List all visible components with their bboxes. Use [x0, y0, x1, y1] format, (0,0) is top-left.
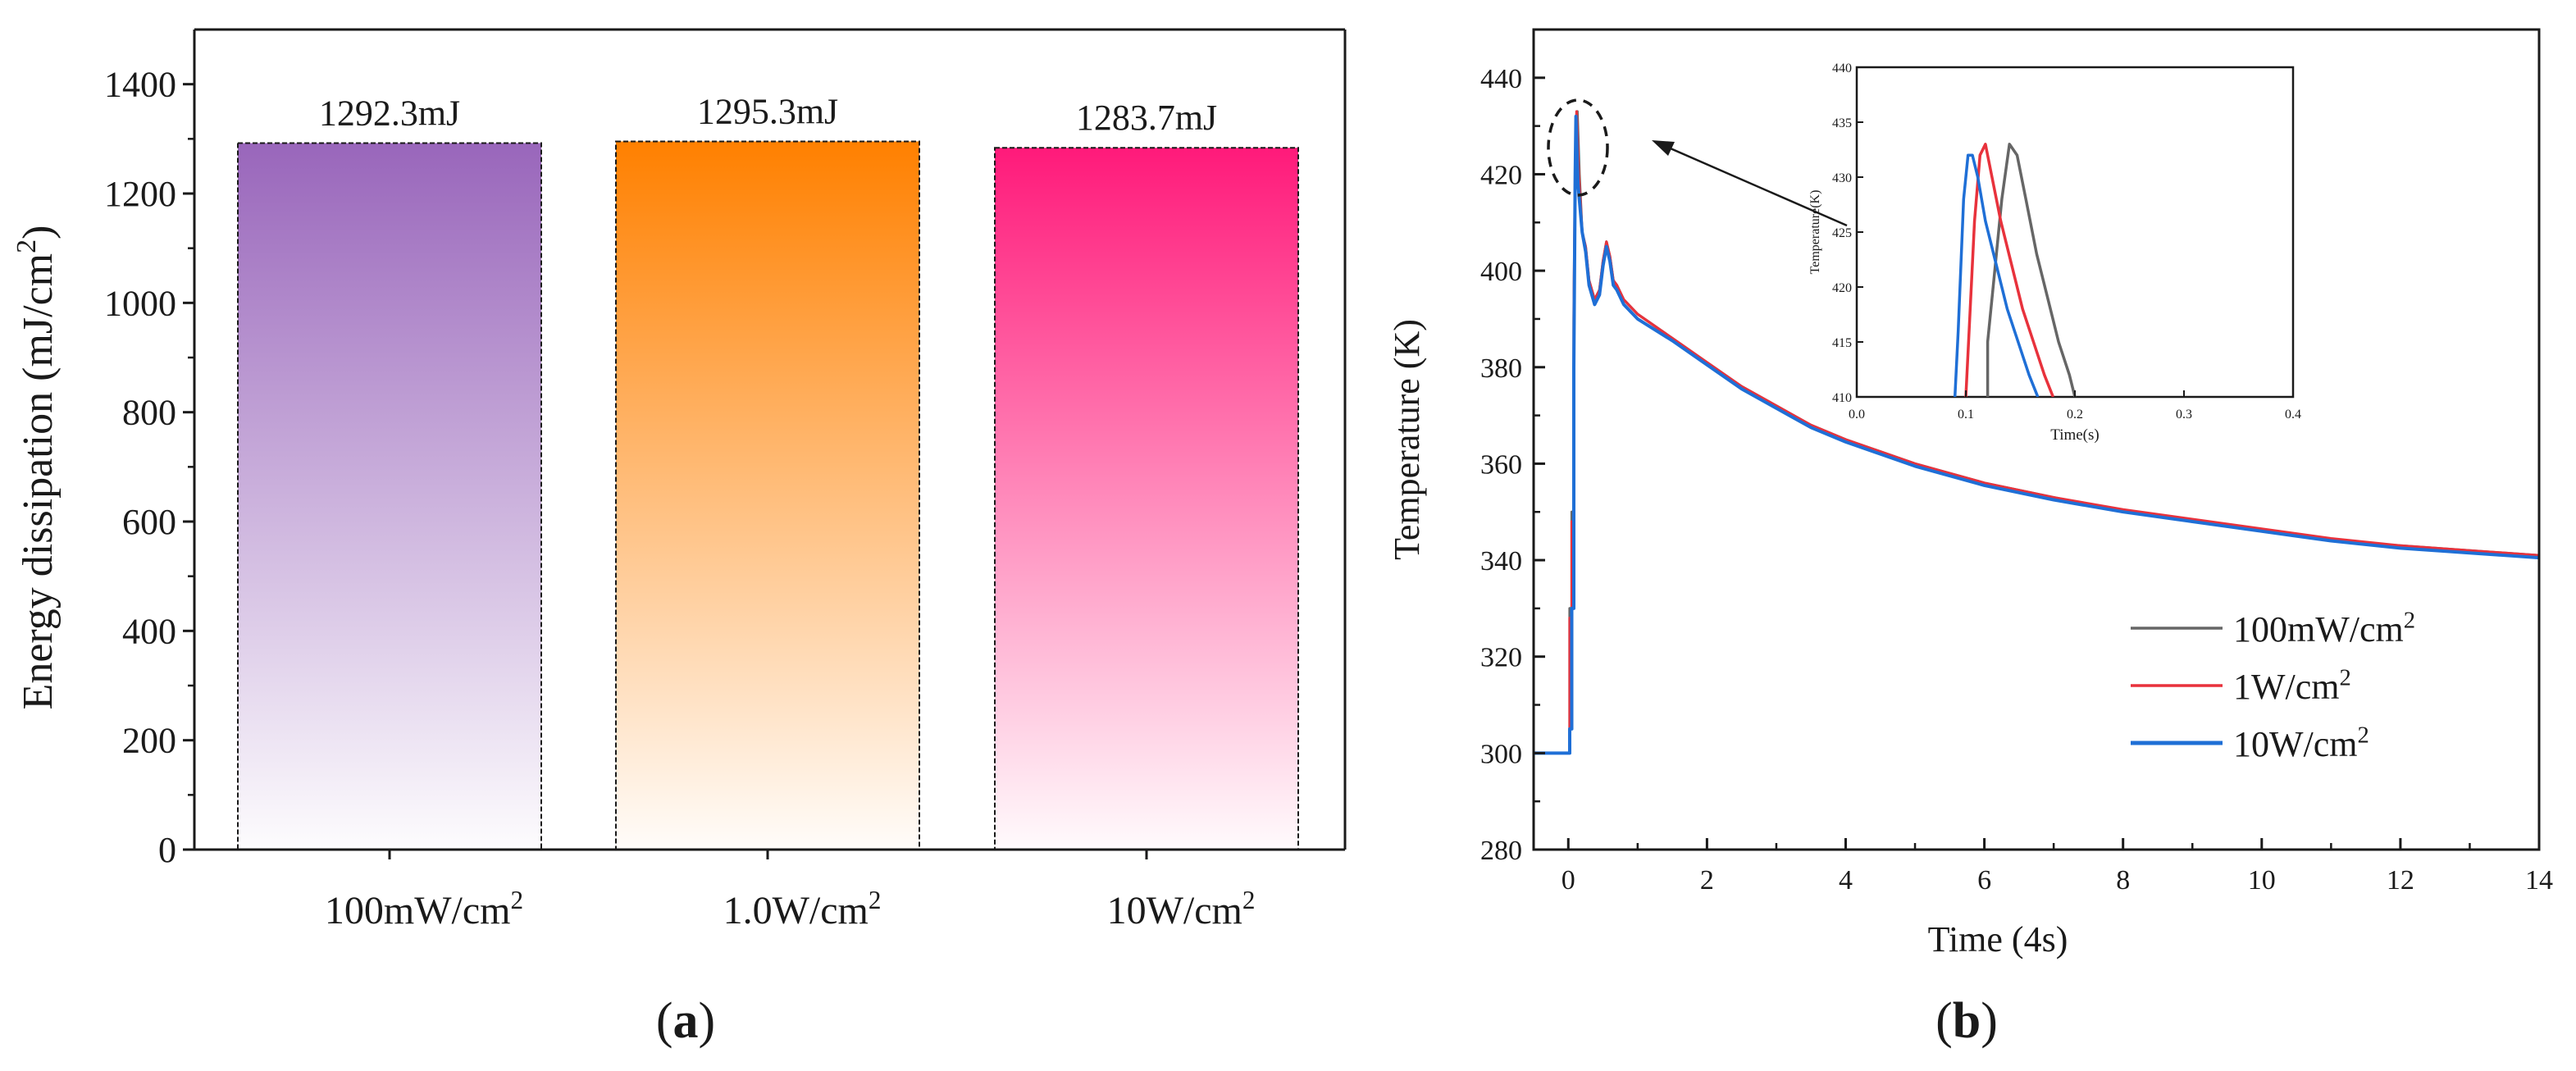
inset-y-tick-label: 425	[1832, 226, 1852, 240]
x-tick-label: 4	[1839, 865, 1853, 896]
panel-a-y-axis-label: Energy dissipation (mJ/cm2)	[11, 226, 62, 710]
inset-y-tick-label: 435	[1832, 116, 1852, 130]
y-tick-label: 440	[1480, 64, 1522, 94]
y-tick-label: 400	[122, 611, 176, 651]
inset-y-axis-label: Temperature(K)	[1808, 190, 1822, 275]
legend-entry-label: 10W/cm2	[2233, 722, 2369, 764]
y-tick-label: 200	[122, 721, 176, 761]
y-tick-label: 400	[1480, 257, 1522, 287]
y-tick-label: 1200	[104, 174, 176, 214]
panel-b-x-axis-label: Time (4s)	[1928, 919, 2068, 959]
y-tick-label: 360	[1480, 449, 1522, 480]
bar-0	[237, 142, 542, 850]
y-tick-label: 600	[122, 502, 176, 542]
inset-series-line-1	[1964, 143, 2055, 397]
y-tick-label: 380	[1480, 353, 1522, 384]
inset-frame	[1855, 66, 2295, 399]
panel-b-inset-chart: 0.0 0.1 0.2 0.3 0.4 410 415 420 425 430 435 440 Tim…	[1808, 62, 2301, 444]
y-tick-label: 300	[1480, 739, 1522, 769]
inset-series-line-0	[1986, 143, 2077, 397]
y-tick-label: 280	[1480, 836, 1522, 866]
inset-x-tick-label: 0.1	[1958, 408, 1974, 422]
y-tick-label: 340	[1480, 546, 1522, 577]
y-tick-label: 420	[1480, 160, 1522, 190]
inset-x-tick-label: 0.0	[1849, 408, 1865, 422]
legend-entry-label: 1W/cm2	[2233, 665, 2351, 707]
x-tick-label: 14	[2525, 865, 2553, 896]
panel-a-label: (a)	[656, 993, 715, 1049]
inset-y-tick-label: 420	[1832, 281, 1852, 295]
inset-y-tick-label: 430	[1832, 171, 1852, 185]
y-tick-label: 1400	[104, 65, 176, 105]
panel-b-y-axis-label: Temperature (K)	[1387, 319, 1427, 560]
x-tick-label: 6	[1977, 865, 1991, 896]
inset-x-tick-label: 0.3	[2176, 408, 2192, 422]
panel-b-legend: 100mW/cm2 1W/cm2 10W/cm2	[2131, 608, 2415, 764]
peak-highlight-ellipse	[1547, 98, 1609, 197]
inset-x-tick-label: 0.4	[2285, 408, 2301, 422]
inset-y-tick-label: 410	[1832, 391, 1852, 405]
panel-b-line-chart: 0 2 4 6 8 10 12 14 280 300 320 340 360 380 400 420 440 T…	[1387, 28, 2553, 1049]
bar-1	[615, 140, 920, 850]
bar-2	[994, 147, 1299, 850]
x-category-label: 100mW/cm2	[325, 886, 523, 932]
bar-value-label: 1283.7mJ	[1076, 98, 1217, 138]
y-tick-label: 320	[1480, 643, 1522, 673]
y-tick-label: 800	[122, 393, 176, 433]
inset-y-tick-label: 440	[1832, 62, 1852, 75]
x-category-label: 1.0W/cm2	[723, 886, 882, 932]
y-tick-label: 1000	[104, 283, 176, 323]
x-tick-label: 10	[2248, 865, 2276, 896]
inset-x-axis-label: Time(s)	[2050, 426, 2099, 444]
x-tick-label: 0	[1562, 865, 1575, 896]
inset-y-tick-label: 415	[1832, 336, 1852, 350]
legend-entry-label: 100mW/cm2	[2233, 608, 2415, 649]
bar-value-label: 1295.3mJ	[697, 91, 838, 131]
y-tick-label: 0	[158, 830, 176, 870]
inset-series-line-2	[1953, 153, 2040, 397]
x-category-label: 10W/cm2	[1107, 886, 1256, 932]
inset-pointer-arrow	[1652, 140, 1848, 227]
series-line-2	[1534, 114, 2539, 755]
x-tick-label: 12	[2387, 865, 2414, 896]
bar-value-label: 1292.3mJ	[319, 93, 460, 133]
panel-a-bar-chart: 1292.3mJ 1295.3mJ 1283.7mJ 0 200 400 600 800 10…	[11, 28, 1347, 1049]
x-tick-label: 8	[2116, 865, 2130, 896]
inset-x-tick-label: 0.2	[2067, 408, 2083, 422]
panel-b-label: (b)	[1935, 993, 1998, 1049]
panel-b-plot-frame	[1532, 28, 2541, 851]
x-tick-label: 2	[1700, 865, 1714, 896]
